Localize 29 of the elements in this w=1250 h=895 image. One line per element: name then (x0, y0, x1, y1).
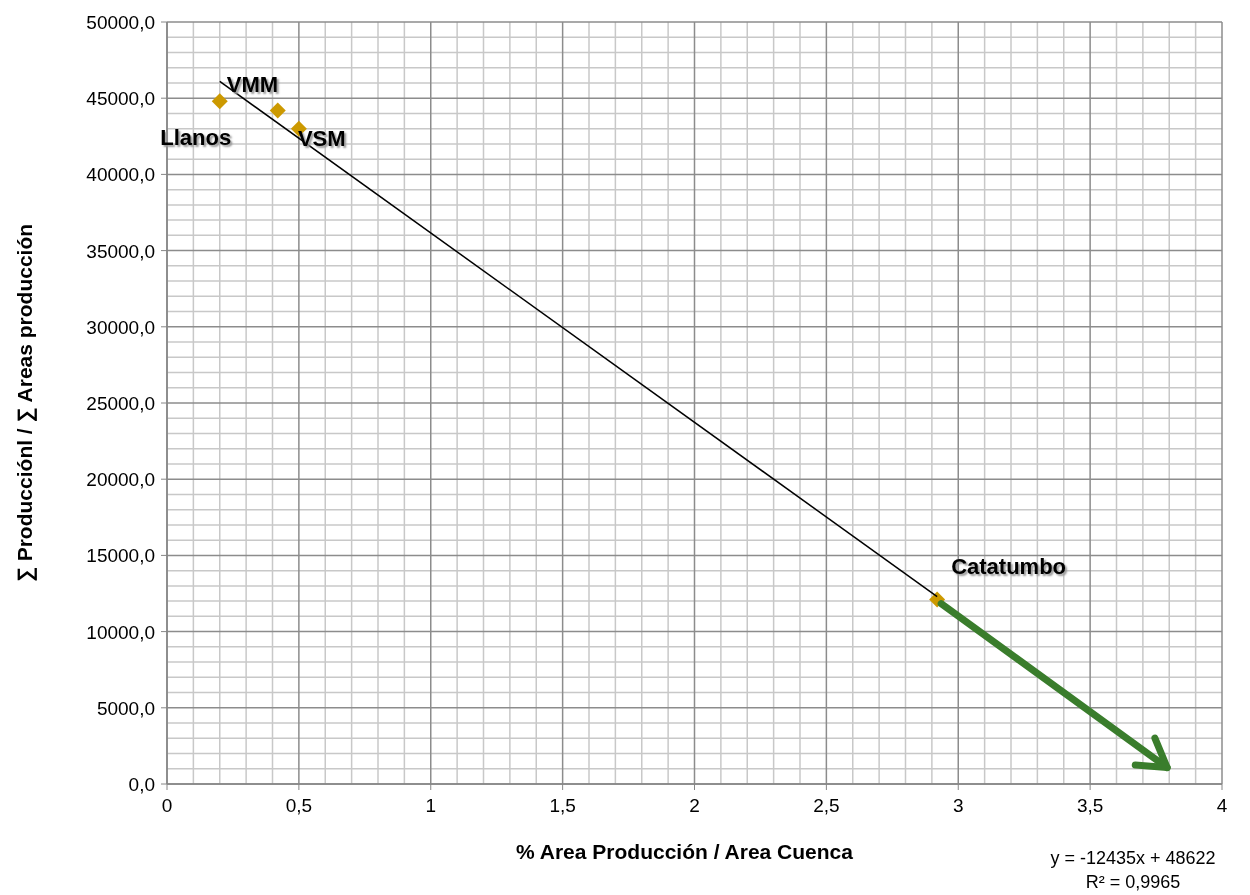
y-tick-label: 45000,0 (86, 88, 155, 110)
y-tick-label: 35000,0 (86, 240, 155, 262)
y-tick-label: 0,0 (128, 774, 155, 795)
text: R² = 0,9965 (1085, 872, 1181, 892)
annotation: Llanos (160, 125, 232, 151)
y-tick-label: 15000,0 (86, 545, 155, 567)
y-tick-label: 5000,0 (96, 697, 155, 719)
point (269, 102, 286, 119)
x-axis-title: % Area Producción / Area Cuenca (516, 840, 854, 863)
y-tick-label: 50000,0 (86, 12, 155, 33)
x-tick-label: 1,5 (549, 795, 576, 816)
x-tick-label: 1 (425, 795, 437, 816)
y-axis-title: ∑ Producciónl / ∑ Areas producción (13, 223, 37, 583)
annotation: Catatumbo (951, 553, 1067, 579)
y-tick-label: 30000,0 (86, 316, 155, 338)
x-tick-label: 4 (1216, 795, 1228, 816)
text: y = -12435x + 48622 (1050, 848, 1216, 868)
x-tick-label: 3,5 (1076, 795, 1104, 816)
point (211, 93, 228, 110)
x-tick-label: 2,5 (813, 795, 840, 816)
y-tick-label: 40000,0 (86, 164, 155, 186)
x-tick-label: 2 (689, 795, 700, 816)
annotation: VMM (226, 72, 279, 98)
x-tick-label: 3 (952, 795, 964, 816)
y-tick-label: 20000,0 (86, 469, 155, 491)
x-tick-label: 0 (161, 795, 173, 816)
y-tick-label: 25000,0 (86, 393, 155, 414)
y-tick-label: 10000,0 (86, 621, 155, 643)
x-tick-label: 0,5 (285, 795, 313, 816)
